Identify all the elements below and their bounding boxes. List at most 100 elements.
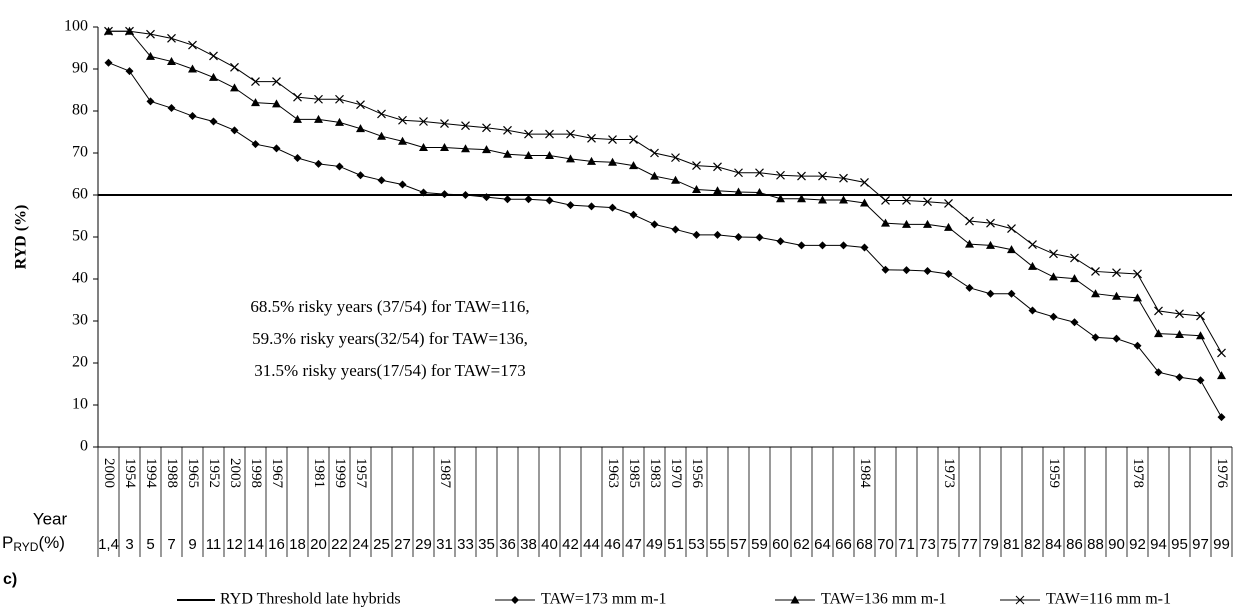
x-tick-label: 1,4 [98, 536, 119, 553]
point [125, 67, 134, 76]
x-tick-label: 99 [1213, 536, 1230, 553]
point [986, 289, 995, 298]
point [671, 175, 680, 184]
year-label: 1994 [143, 458, 159, 489]
point [902, 196, 911, 205]
point [671, 153, 680, 163]
point [188, 40, 197, 50]
y-tick-label: 60 [72, 186, 88, 203]
point [146, 97, 155, 106]
x-tick-label: 64 [814, 536, 831, 553]
year-label: 2003 [227, 458, 243, 488]
point [755, 233, 764, 242]
point [251, 140, 260, 149]
x-tick-label: 31 [436, 536, 453, 553]
point [818, 195, 827, 204]
point [608, 157, 617, 166]
point [1091, 289, 1100, 298]
x-tick-label: 11 [206, 536, 222, 553]
point [146, 29, 155, 39]
legend-label: RYD Threshold late hybrids [220, 591, 401, 608]
point [230, 126, 239, 135]
point [818, 171, 827, 181]
point [986, 240, 995, 249]
point [503, 149, 512, 158]
year-label: 1984 [857, 458, 873, 489]
year-label: 1999 [332, 458, 348, 488]
annotation: 31.5% risky years(17/54) for TAW=173 [254, 361, 525, 380]
annotation: 68.5% risky years (37/54) for TAW=116, [250, 297, 529, 316]
point [356, 124, 365, 133]
point [692, 161, 701, 171]
y-tick-label: 20 [72, 354, 88, 371]
point [944, 269, 953, 278]
point [503, 195, 512, 204]
point [1091, 333, 1100, 342]
point [566, 129, 575, 139]
point [797, 241, 806, 250]
point [1007, 289, 1016, 298]
point [1112, 268, 1121, 278]
point [881, 265, 890, 274]
point [1049, 272, 1058, 281]
x-tick-label: 95 [1171, 536, 1188, 553]
point [566, 201, 575, 210]
point [797, 194, 806, 203]
year-label: 1970 [668, 458, 684, 488]
year-row-label: Year [33, 509, 68, 528]
x-tick-label: 77 [961, 536, 978, 553]
legend-label: TAW=116 mm m-1 [1046, 591, 1171, 608]
point [314, 159, 323, 168]
point [188, 112, 197, 121]
point [356, 100, 365, 110]
point [1217, 348, 1226, 358]
y-tick-label: 0 [80, 438, 88, 455]
point [545, 196, 554, 205]
x-tick-label: 40 [541, 536, 558, 553]
year-label: 1981 [311, 458, 327, 488]
x-tick-label: 38 [520, 536, 537, 553]
point [839, 173, 848, 183]
x-tick-label: 16 [268, 536, 285, 553]
y-tick-label: 40 [72, 270, 88, 287]
point [713, 162, 722, 172]
point [230, 62, 239, 72]
point [1133, 269, 1142, 279]
point [755, 168, 764, 178]
x-tick-label: 12 [226, 536, 243, 553]
x-tick-label: 97 [1192, 536, 1209, 553]
x-tick-label: 9 [188, 536, 196, 553]
point [1154, 329, 1163, 338]
point [335, 162, 344, 171]
point [566, 154, 575, 163]
point [1070, 318, 1079, 327]
point [692, 185, 701, 194]
point [1154, 368, 1163, 377]
point [944, 222, 953, 231]
point [860, 243, 869, 252]
point [1070, 274, 1079, 283]
x-tick-label: 33 [457, 536, 474, 553]
point [1175, 329, 1184, 338]
point [1217, 371, 1226, 380]
x-tick-label: 49 [646, 536, 663, 553]
x-tick-label: 81 [1003, 536, 1020, 553]
point [251, 98, 260, 107]
year-label: 1978 [1130, 458, 1146, 488]
x-tick-label: 5 [146, 536, 154, 553]
year-label: 1952 [206, 458, 222, 488]
point [503, 125, 512, 135]
legend-label: TAW=136 mm m-1 [821, 591, 947, 608]
point [398, 180, 407, 189]
x-tick-label: 25 [373, 536, 390, 553]
point [440, 119, 449, 129]
point [545, 151, 554, 160]
x-tick-label: 90 [1108, 536, 1125, 553]
point [608, 135, 617, 144]
point [293, 92, 302, 102]
x-tick-label: 44 [583, 536, 600, 553]
point [881, 196, 890, 205]
point [734, 187, 743, 196]
point [461, 144, 470, 153]
